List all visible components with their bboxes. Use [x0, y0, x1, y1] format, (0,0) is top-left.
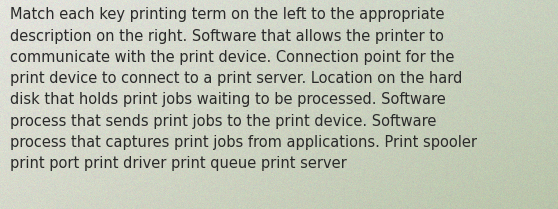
Text: Match each key printing term on the left to the appropriate
description on the r: Match each key printing term on the left…: [10, 7, 477, 171]
